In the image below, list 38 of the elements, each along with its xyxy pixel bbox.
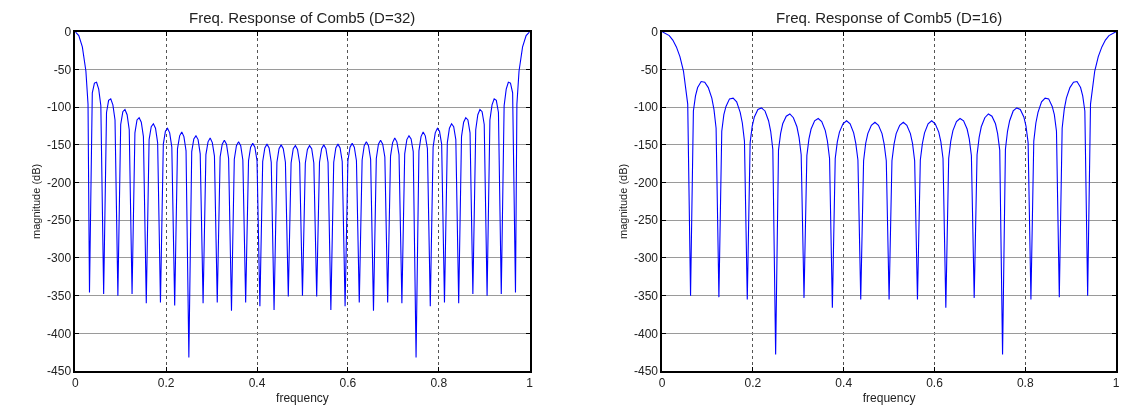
- x-axis-title: frequency: [862, 390, 916, 405]
- y-tick-label: -200: [47, 175, 72, 190]
- x-tick-label: 0.2: [744, 376, 762, 391]
- x-tick-label: 0.8: [1016, 376, 1034, 391]
- x-tick-label: 0.4: [248, 376, 266, 391]
- line-series: [662, 31, 1117, 355]
- x-axis-title: frequency: [276, 390, 329, 405]
- x-tick-label: 0.8: [430, 376, 448, 391]
- y-tick-label: -350: [47, 288, 72, 303]
- y-axis-title: magnitude (dB): [30, 163, 43, 240]
- y-tick-label: -150: [47, 138, 72, 153]
- y-tick-label: -200: [633, 175, 659, 190]
- y-tick-label: -300: [633, 251, 659, 266]
- y-tick-label: -100: [633, 100, 659, 115]
- y-tick-label: -250: [633, 213, 659, 228]
- y-tick-label: 0: [64, 25, 72, 39]
- y-tick-label: 0: [651, 25, 659, 39]
- y-tick-label: -400: [633, 326, 659, 341]
- y-tick-label: -50: [640, 62, 659, 77]
- y-tick-label: -300: [47, 251, 72, 266]
- x-tick-label: 1: [1112, 376, 1120, 391]
- y-axis-title: magnitude (dB): [617, 163, 630, 240]
- y-tick-label: -100: [47, 100, 72, 115]
- chart-title: Freq. Response of Comb5 (D=16): [776, 9, 1003, 26]
- x-tick-label: 0.2: [157, 376, 175, 391]
- y-tick-label: -250: [47, 213, 72, 228]
- y-tick-label: -150: [633, 138, 659, 153]
- y-tick-label: -400: [47, 326, 72, 341]
- line-series: [75, 31, 530, 358]
- y-tick-label: -350: [633, 288, 659, 303]
- x-tick-label: 0.4: [835, 376, 853, 391]
- y-tick-label: -450: [47, 364, 72, 379]
- y-tick-label: -50: [53, 62, 72, 77]
- chart-title: Freq. Response of Comb5 (D=32): [189, 9, 416, 26]
- x-tick-label: 0.6: [926, 376, 944, 391]
- x-tick-label: 0.6: [339, 376, 357, 391]
- x-tick-label: 1: [526, 376, 534, 391]
- y-tick-label: -450: [633, 364, 659, 379]
